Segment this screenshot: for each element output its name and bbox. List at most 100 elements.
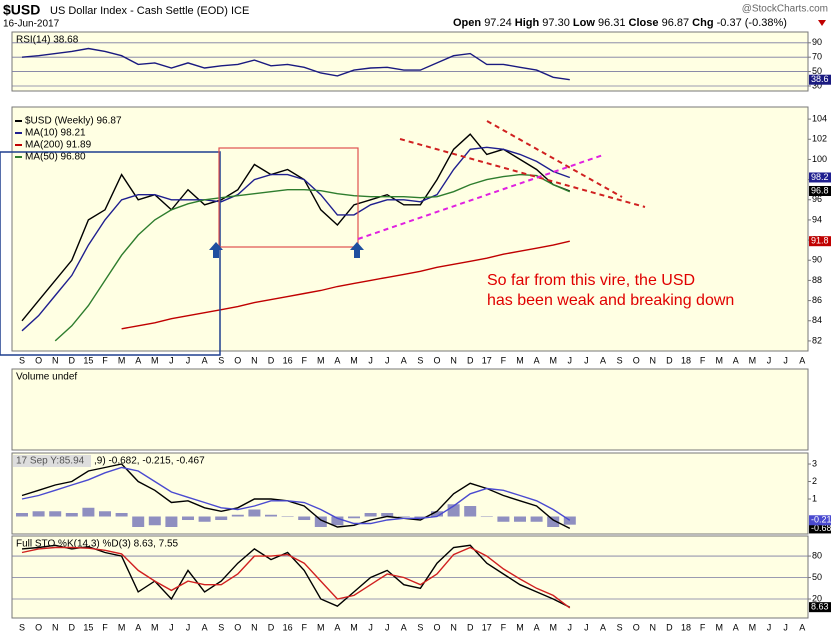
trend-line (399, 138, 646, 208)
x-tick-label: 18 (681, 355, 691, 365)
x-tick-label: O (234, 622, 241, 632)
x-tick-label: J (186, 622, 191, 632)
quote-value: 96.31 (598, 17, 626, 29)
x-tick-label: S (417, 355, 423, 365)
series-line (54, 173, 571, 342)
x-tick-label: A (733, 622, 739, 632)
y-tick-label: 88 (812, 275, 822, 285)
series-line (121, 240, 570, 330)
x-tick-label: 18 (681, 622, 691, 632)
x-tick-label: O (633, 355, 640, 365)
stoch-panel (11, 535, 809, 619)
series-line (21, 47, 570, 81)
histogram-bar (215, 516, 228, 521)
x-tick-label: D (467, 355, 474, 365)
x-tick-label: 17 (482, 355, 492, 365)
x-tick-label: 16 (283, 355, 293, 365)
x-tick-label: M (516, 355, 524, 365)
value-label: 91.8 (811, 236, 829, 246)
x-tick-label: 16 (283, 622, 293, 632)
x-tick-label: S (617, 622, 623, 632)
quote-value: 97.30 (542, 17, 570, 29)
x-tick-label: M (151, 622, 159, 632)
series-line (21, 133, 571, 322)
instrument-name: US Dollar Index - Cash Settle (EOD) ICE (50, 5, 249, 17)
x-tick-label: S (617, 355, 623, 365)
x-tick-label: M (715, 355, 723, 365)
series-line (21, 146, 571, 332)
y-tick-label: 90 (812, 37, 822, 47)
legend-entry: $USD (Weekly) 96.87 (25, 116, 122, 127)
y-tick-label: 3 (812, 458, 817, 468)
x-tick-label: M (516, 622, 524, 632)
x-tick-label: D (467, 622, 474, 632)
date: 16-Jun-2017 (3, 19, 60, 30)
x-tick-label: D (666, 355, 673, 365)
x-tick-label: A (202, 355, 208, 365)
histogram-bar (414, 516, 427, 519)
x-tick-label: M (749, 355, 757, 365)
quote-label: High (515, 17, 540, 29)
x-tick-label: A (401, 622, 407, 632)
x-tick-label: 17 (482, 622, 492, 632)
x-tick-label: O (35, 355, 42, 365)
x-tick-label: A (600, 355, 606, 365)
legend-entry: MA(200) 91.89 (25, 140, 92, 151)
x-tick-label: A (135, 622, 141, 632)
panel-title: Full STO %K(14,3) %D(3) 8.63, 7.55 (16, 539, 179, 550)
panel-title: ,9) -0.682, -0.215, -0.467 (94, 456, 205, 467)
x-tick-label: M (350, 622, 358, 632)
y-tick-label: 30 (812, 80, 822, 90)
x-tick-label: J (584, 355, 589, 365)
histogram-bar (231, 514, 244, 517)
volume-panel (11, 368, 809, 451)
y-tick-label: 20 (812, 593, 822, 603)
histogram-bar (563, 516, 576, 525)
histogram-bar (381, 513, 394, 517)
x-tick-label: O (234, 355, 241, 365)
x-tick-label: N (251, 622, 258, 632)
y-tick-label: 96 (812, 194, 822, 204)
y-tick-label: 86 (812, 295, 822, 305)
y-tick-label: 82 (812, 335, 822, 345)
panel-title: RSI(14) 38.68 (16, 35, 79, 46)
value-label-bg (809, 236, 831, 247)
x-tick-label: A (135, 355, 141, 365)
histogram-bar (99, 511, 111, 517)
histogram-bar (530, 516, 543, 522)
x-tick-label: F (501, 355, 507, 365)
x-tick-label: M (350, 355, 358, 365)
quote-value: 97.24 (484, 17, 512, 29)
x-tick-label: 15 (83, 622, 93, 632)
series-line (21, 466, 571, 525)
panel-title: Volume undef (16, 372, 77, 383)
histogram-bar (115, 513, 128, 517)
y-tick-label: 100 (812, 154, 827, 164)
x-tick-label: J (783, 622, 788, 632)
x-tick-label: O (433, 355, 440, 365)
cursor-label-bg (13, 455, 91, 467)
x-tick-label: J (767, 622, 772, 632)
x-tick-label: A (534, 622, 540, 632)
legend-entry: MA(50) 96.80 (25, 152, 86, 163)
x-tick-label: N (251, 355, 258, 365)
histogram-bar (514, 516, 526, 522)
value-label-bg (809, 74, 831, 85)
x-tick-label: M (151, 355, 159, 365)
symbol: $USD (3, 2, 40, 18)
series-line (21, 544, 571, 608)
legend-entry: MA(10) 98.21 (25, 128, 86, 139)
value-label-bg (809, 515, 831, 526)
x-tick-label: M (118, 355, 126, 365)
x-tick-label: M (549, 355, 557, 365)
series-line (21, 463, 571, 530)
x-tick-label: F (102, 622, 108, 632)
histogram-bar (331, 516, 344, 526)
x-tick-label: M (549, 622, 557, 632)
y-tick-label: 2 (812, 476, 817, 486)
x-tick-label: D (268, 622, 275, 632)
x-tick-label: O (433, 622, 440, 632)
y-tick-label: 94 (812, 214, 822, 224)
down-arrow (818, 20, 826, 26)
histogram-bar (480, 516, 493, 518)
